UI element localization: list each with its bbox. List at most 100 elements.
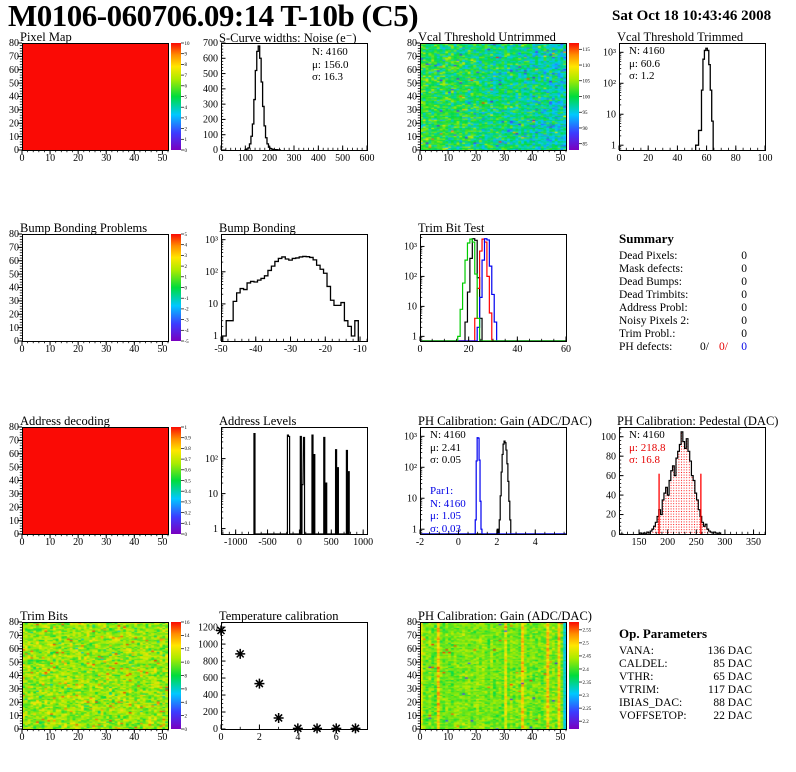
ph-defect-value: 0/ (719, 341, 728, 353)
colorbar-tick-label: 115 (583, 48, 591, 53)
colorbar-tick-label: 1 (185, 276, 188, 281)
block-heading: Summary (619, 231, 674, 246)
row-value: 0 (741, 328, 747, 340)
y-tick-label: 70 (407, 52, 417, 63)
x-tick-label: 80 (731, 153, 741, 164)
colorbar-tick-label: -3 (185, 318, 190, 323)
x-tick-label: 20 (464, 344, 474, 355)
x-tick-label: 6 (334, 732, 339, 743)
x-tick-label: 0 (20, 537, 25, 548)
y-tick-label: 10² (205, 454, 218, 465)
y-tick-label: 10 (407, 493, 417, 504)
y-tick-label: 0 (611, 529, 616, 540)
x-tick-label: 40 (129, 344, 139, 355)
chart-trim-bit-test: 0 20 40 60 1 10 10² 10³ (404, 234, 571, 355)
panel-title: PH Calibration: Gain (ADC/DAC) (418, 609, 592, 623)
panel-title: PH Calibration: Pedestal (DAC) (617, 414, 779, 428)
y-tick-label: 60 (9, 449, 19, 460)
colorbar-tick-label: 12 (185, 648, 191, 653)
x-tick-label: 0 (219, 732, 224, 743)
colorbar-tick-label: 5 (185, 233, 188, 238)
y-tick-label: 80 (606, 451, 616, 462)
hist-line (695, 47, 714, 150)
y-tick-label: 30 (9, 684, 19, 695)
y-tick-label: 10 (407, 302, 417, 313)
summary-row: Mask defects: 0 (619, 263, 747, 276)
colorbar-tick-label: 2.35 (583, 681, 592, 686)
colorbar-tick-label: 2 (185, 714, 188, 719)
x-tick-label: 10 (45, 537, 55, 548)
stats-line: μ: 60.6 (629, 57, 660, 70)
summary-row: Dead Pixels: 0 (619, 250, 747, 263)
y-tick-label: 60 (407, 644, 417, 655)
x-tick-label: 50 (157, 153, 167, 164)
y-tick-label: 1 (412, 332, 417, 343)
row-value: 0 (741, 289, 747, 301)
x-tick-label: 30 (101, 537, 111, 548)
stats-box: N: 4160 μ: 2.41 σ: 0.05 (430, 429, 466, 467)
y-tick-label: 30 (9, 105, 19, 116)
y-tick-label: 20 (606, 510, 616, 521)
panel-vcal-threshold-untrimmed: Vcal Threshold Untrimmed 0 10 20 30 40 50 0 10 20… (398, 30, 597, 216)
colorbar-tick-label: 10 (185, 661, 191, 666)
colorbar-tick-label: 16 (185, 621, 191, 626)
x-tick-label: -1000 (224, 537, 247, 548)
panel-address-levels: Address Levels -1000 -500 0 500 1000 1 10 10² (199, 414, 398, 600)
y-tick-label: 80 (407, 617, 417, 628)
colorbar-tick-label: 95 (583, 111, 589, 116)
stats-line: N: 4160 (312, 46, 348, 58)
hist-line (244, 45, 281, 151)
hist-line (253, 432, 350, 535)
y-tick-label: 10 (9, 711, 19, 722)
colorbar-tick-label: 0 (185, 728, 188, 733)
row-label: Dead Pixels: (619, 250, 678, 262)
y-tick-label: 0 (14, 724, 19, 735)
colorbar-tick-label: 0 (185, 286, 188, 291)
y-tick-label: 20 (407, 697, 417, 708)
chart-vcal-threshold-untrimmed: 0 10 20 30 40 5001020304050607080859095100105… (407, 38, 591, 164)
stats-line: N: 4160 (629, 45, 665, 57)
y-tick-label: 40 (9, 283, 19, 294)
panel-ph-calibration-gain-map: PH Calibration: Gain (ADC/DAC) 0 10 20 30 40 5… (398, 609, 597, 772)
x-tick-label: 20 (471, 153, 481, 164)
colorbar-tick-label: 0.2 (185, 511, 192, 516)
x-tick-label: 50 (555, 732, 565, 743)
chart-scurve-noise: 0 100 200 300 400 500 600 0 100 200 300 400 500 600 70… (203, 38, 375, 164)
colorbar-tick-label: 4 (185, 106, 188, 111)
panel-title: Vcal Threshold Untrimmed (418, 30, 556, 44)
colorbar-tick-label: 85 (583, 143, 589, 148)
colorbar-tick-label: 2 (185, 127, 188, 132)
panel-temperature-calibration: Temperature calibration 0 2 4 6 0 200 400 600 800… (199, 609, 398, 772)
row-label: VOFFSETOP: (619, 710, 687, 722)
colorbar-tick-label: 0.6 (185, 469, 192, 474)
panel-title: Trim Bits (20, 609, 68, 623)
colorbar-tick-label: 8 (185, 63, 188, 68)
colorbar (171, 234, 181, 341)
colorbar-tick-label: 9 (185, 53, 188, 58)
row-value: 65 DAC (713, 671, 752, 683)
colorbar-tick-label: 0.8 (185, 447, 192, 452)
y-tick-label: 40 (9, 671, 19, 682)
colorbar (569, 43, 579, 150)
colorbar-tick-label: 3 (185, 254, 188, 259)
row-label: PH defects: (619, 341, 673, 353)
param-row: CALDEL: 85 DAC (619, 658, 752, 671)
row-value: 0 (741, 276, 747, 288)
stats-line: μ: 1.05 (430, 510, 461, 522)
y-tick-label: 500 (203, 69, 218, 80)
x-tick-label: 100 (758, 153, 773, 164)
y-tick-label: 20 (9, 309, 19, 320)
summary-row: Dead Trimbits: 0 (619, 289, 747, 302)
stats-line: σ: 16.3 (312, 71, 343, 83)
y-tick-label: 80 (9, 617, 19, 628)
panel-op-parameters: Op. Parameters VANA: 136 DAC CALDEL: 85 DAC V… (597, 609, 796, 772)
y-tick-label: 1 (213, 524, 218, 535)
hist-line (222, 255, 359, 341)
panel-title: Address decoding (20, 414, 110, 428)
x-tick-label: 150 (632, 537, 647, 548)
colorbar-tick-label: 4 (185, 701, 188, 706)
colorbar-tick-label: 2.45 (583, 655, 592, 660)
timestamp: Sat Oct 18 10:43:46 2008 (612, 8, 772, 24)
